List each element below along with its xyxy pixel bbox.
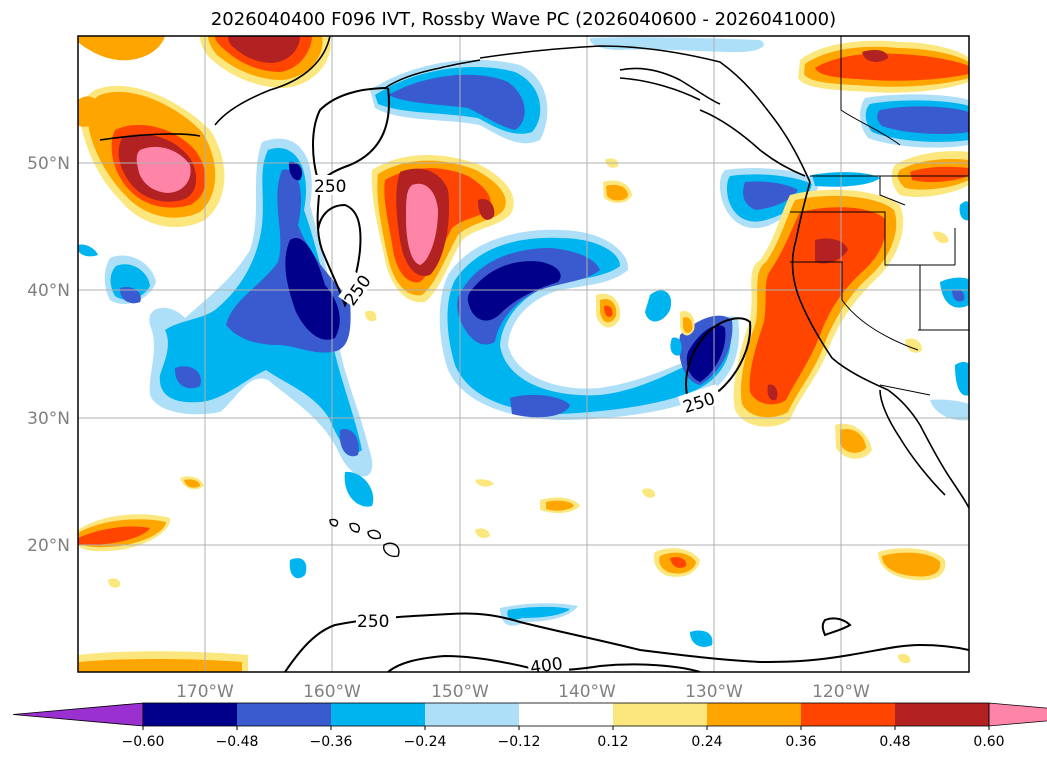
colorbar-swatch — [613, 703, 707, 726]
colorbar-swatch — [143, 703, 237, 726]
colorbar-swatch — [707, 703, 801, 726]
colorbar-swatch — [519, 703, 613, 726]
colorbar-tick-label: 0.48 — [879, 734, 910, 750]
lon-label: 170°W — [176, 682, 234, 702]
map-panel: 250 250 250 250 400 — [78, 36, 969, 678]
colorbar-swatch — [237, 703, 331, 726]
contour-label: 250 — [357, 612, 389, 632]
state-borders — [790, 36, 969, 396]
colorbar-tick-label: 0.36 — [785, 734, 816, 750]
colorbar-tick-label: −0.60 — [122, 734, 165, 750]
coastlines — [99, 36, 969, 509]
colorbar-swatch — [425, 703, 519, 726]
lon-label: 120°W — [812, 682, 870, 702]
hawaii-islands — [329, 518, 400, 558]
colorbar-tick-label: −0.36 — [310, 734, 353, 750]
colorbar-tick-label: 0.12 — [597, 734, 628, 750]
lat-label: 20°N — [27, 536, 70, 556]
gridlines — [78, 36, 969, 672]
lat-label: 30°N — [27, 409, 70, 429]
contour-label: 400 — [529, 654, 564, 678]
colorbar-tick-label: 0.24 — [691, 734, 722, 750]
colorbar-tick-label: −0.48 — [216, 734, 259, 750]
map-title: 2026040400 F096 IVT, Rossby Wave PC (202… — [210, 9, 837, 30]
lon-tick-labels: 170°W 160°W 150°W 140°W 130°W 120°W — [176, 682, 870, 702]
colorbar-tick-label: −0.24 — [404, 734, 447, 750]
contour-label: 250 — [314, 177, 346, 197]
colorbar-swatch — [801, 703, 895, 726]
colorbar-swatch — [895, 703, 989, 726]
colorbar: −0.60 −0.48 −0.36 −0.24 −0.12 0.12 0.24 0.36 0.4… — [12, 702, 1047, 750]
map-frame — [77, 35, 970, 673]
lat-label: 50°N — [27, 154, 70, 174]
colorbar-extend-high — [988, 702, 1047, 727]
lat-label: 40°N — [27, 281, 70, 301]
colorbar-outline — [142, 702, 990, 727]
lon-label: 160°W — [303, 682, 361, 702]
colorbar-swatch — [331, 703, 425, 726]
colorbar-extend-low — [12, 702, 144, 727]
negative-anomaly-west-extreme — [285, 238, 340, 340]
lat-tick-labels: 50°N 40°N 30°N 20°N — [27, 154, 70, 556]
lon-label: 130°W — [685, 682, 743, 702]
colorbar-tick-label: −0.12 — [498, 734, 541, 750]
lon-label: 140°W — [558, 682, 616, 702]
lon-label: 150°W — [431, 682, 489, 702]
colorbar-tick-label: 0.60 — [973, 734, 1004, 750]
